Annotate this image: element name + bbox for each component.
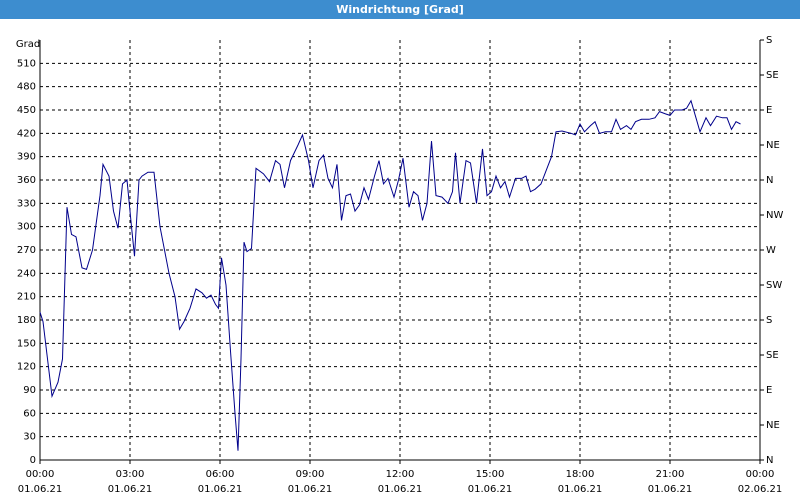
y2-tick-label: S <box>766 315 772 326</box>
y-tick-label: 450 <box>17 105 36 116</box>
title-bar <box>0 0 800 19</box>
y-tick-label: 150 <box>17 338 36 349</box>
x-tick-date: 01.06.21 <box>198 484 243 495</box>
y-tick-label: 0 <box>30 455 36 466</box>
y2-tick-label: N <box>766 175 773 186</box>
x-tick-date: 01.06.21 <box>108 484 153 495</box>
y2-tick-label: W <box>766 245 776 256</box>
y2-tick-label: NE <box>766 140 780 151</box>
data-line <box>39 99 741 451</box>
y2-tick-label: E <box>766 385 772 396</box>
x-tick-label: 03:00 <box>116 469 145 480</box>
y2-tick-label: S <box>766 35 772 46</box>
y-tick-label: 360 <box>17 175 36 186</box>
y-tick-label: 90 <box>23 385 36 396</box>
y-tick-label: 330 <box>17 198 36 209</box>
chart-title: Windrichtung [Grad] <box>336 3 464 16</box>
x-tick-label: 06:00 <box>206 469 235 480</box>
x-tick-date: 02.06.21 <box>738 484 783 495</box>
x-tick-label: 00:00 <box>746 469 775 480</box>
y2-tick-label: E <box>766 105 772 116</box>
y-tick-label: 270 <box>17 245 36 256</box>
x-tick-date: 01.06.21 <box>468 484 513 495</box>
x-tick-label: 00:00 <box>26 469 55 480</box>
x-tick-date: 01.06.21 <box>288 484 333 495</box>
y2-tick-label: N <box>766 455 773 466</box>
y2-tick-label: NW <box>766 210 783 221</box>
y-tick-label: 240 <box>17 268 36 279</box>
y2-tick-label: NE <box>766 420 780 431</box>
x-tick-label: 12:00 <box>386 469 415 480</box>
y-tick-label: 210 <box>17 292 36 303</box>
y2-tick-label: SW <box>766 280 782 291</box>
x-tick-label: 15:00 <box>476 469 505 480</box>
x-tick-label: 21:00 <box>656 469 685 480</box>
y-tick-label: 60 <box>23 408 36 419</box>
x-tick-date: 01.06.21 <box>18 484 63 495</box>
y-tick-label: 510 <box>17 58 36 69</box>
y-tick-label: 420 <box>17 128 36 139</box>
y2-tick-label: SE <box>766 70 779 81</box>
y-tick-label: 180 <box>17 315 36 326</box>
y-tick-label: 120 <box>17 362 36 373</box>
x-tick-date: 01.06.21 <box>558 484 603 495</box>
x-tick-date: 01.06.21 <box>378 484 423 495</box>
y2-tick-label: SE <box>766 350 779 361</box>
x-tick-label: 09:00 <box>296 469 325 480</box>
y-axis-label: Grad <box>16 39 40 50</box>
y-tick-label: 30 <box>23 432 36 443</box>
y-tick-label: 480 <box>17 82 36 93</box>
y-tick-label: 390 <box>17 152 36 163</box>
x-tick-date: 01.06.21 <box>648 484 693 495</box>
x-tick-label: 18:00 <box>566 469 595 480</box>
y-tick-label: 300 <box>17 222 36 233</box>
